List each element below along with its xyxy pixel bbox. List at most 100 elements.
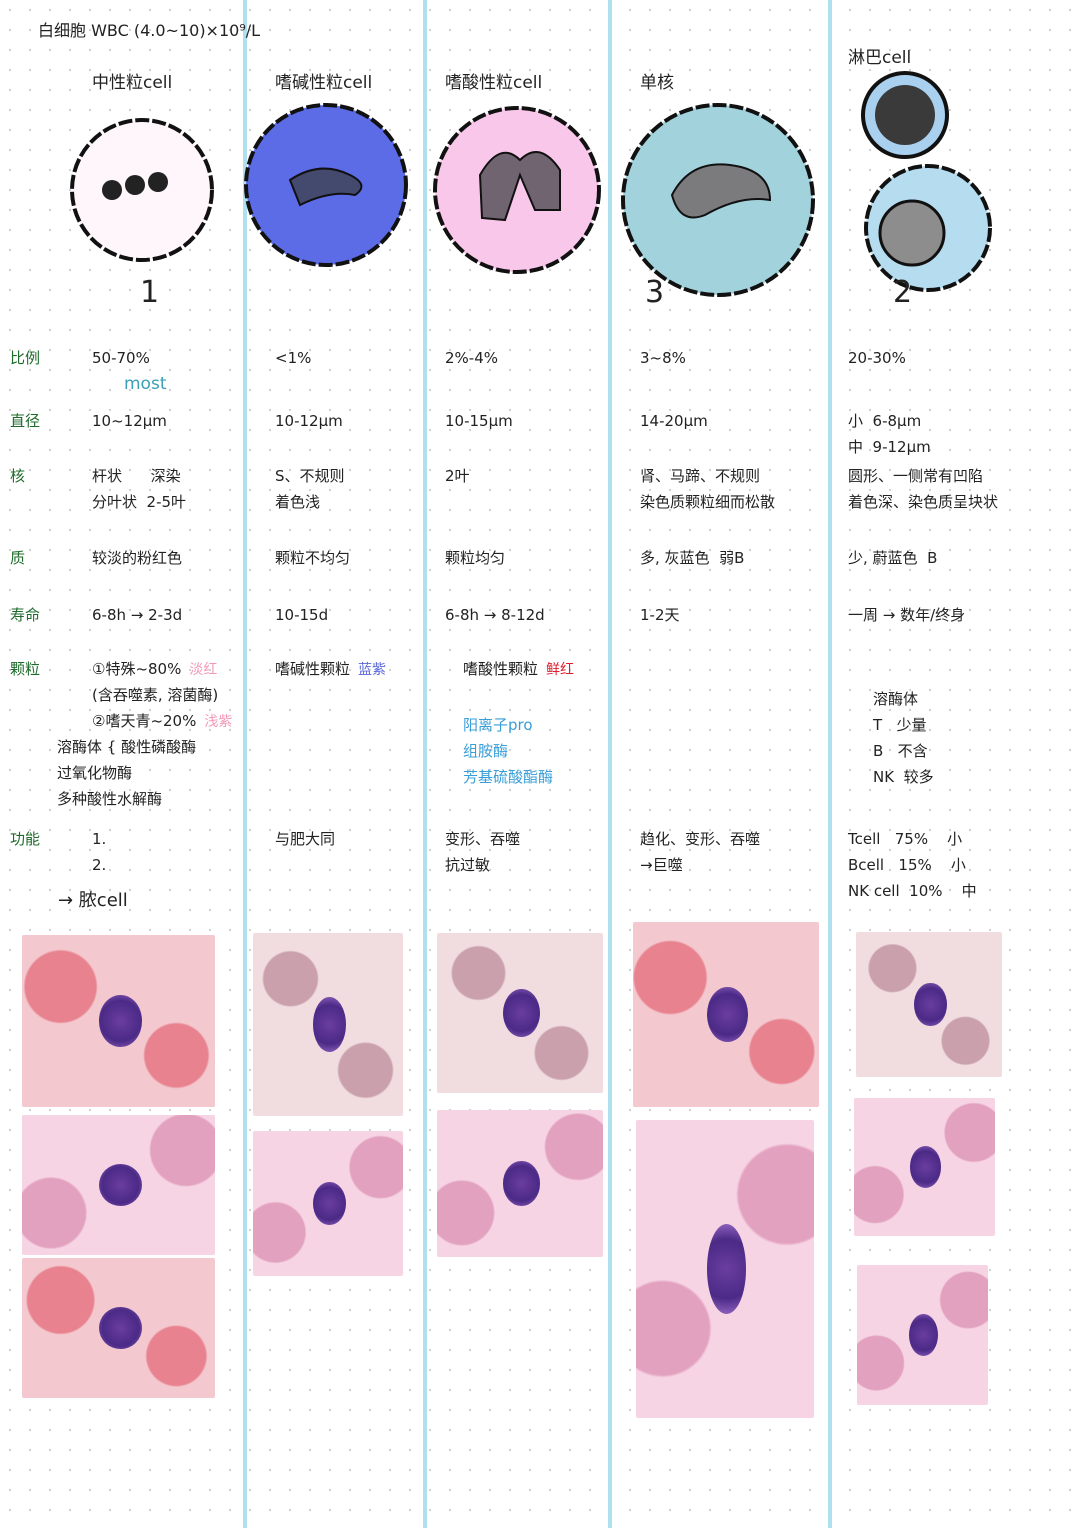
column-title: 嗜酸性粒cell — [445, 73, 543, 93]
granule-text: 阳离子pro — [463, 716, 533, 734]
nucleus-text: 肾、马蹄、不规则 — [640, 467, 761, 485]
cytoplasm-text: 颗粒均匀 — [445, 549, 506, 567]
ratio-text: 20-30% — [848, 349, 906, 367]
row-label: 比例 — [10, 349, 41, 367]
granule-line: 组胺酶 — [463, 738, 508, 764]
basophil-nucleus — [288, 167, 363, 207]
lifespan-text: 6-8h → 8-12d — [445, 606, 545, 624]
ratio-text: <1% — [275, 349, 312, 367]
granule-line: 多种酸性水解酶 — [57, 786, 162, 812]
nucleus-text: 2叶 — [445, 467, 470, 485]
lymphocyte-large-nucleus — [878, 199, 946, 267]
ratio-text: 2%-4% — [445, 349, 499, 367]
granule-text: NK 较多 — [873, 768, 934, 786]
granule-line: 芳基硫酸酯酶 — [463, 764, 553, 790]
diameter-text: 10-12μm — [275, 412, 343, 430]
function-text: NK cell 10% 中 — [848, 882, 977, 900]
note: → 脓cell — [58, 890, 128, 911]
granule-text: ②嗜天青~20% — [92, 712, 197, 730]
granule-text: (含吞噬素, 溶菌酶) — [92, 686, 219, 704]
column-divider — [243, 0, 247, 1528]
granule-line: NK 较多 — [873, 764, 934, 790]
function-text: 趋化、变形、吞噬 — [640, 830, 761, 848]
nucleus-text: 着色深、染色质呈块状 — [848, 493, 999, 511]
granule-line: 阳离子pro — [463, 712, 533, 738]
granule-line: ①特殊~80% 淡红 — [92, 656, 217, 683]
eosinophil-drawing — [433, 106, 601, 274]
granule-line: 溶酶体 { 酸性磷酸酶 — [57, 734, 196, 760]
lifespan-text: 6-8h → 2-3d — [92, 606, 183, 624]
function-text: 1. — [92, 830, 107, 848]
granule-text: T 少量 — [873, 716, 927, 734]
color-note: 浅紫 — [204, 714, 233, 730]
micrograph — [253, 933, 403, 1116]
cytoplasm-text: 多, 灰蓝色 弱B — [640, 549, 745, 567]
micrograph — [253, 1131, 403, 1276]
granule-text: B 不含 — [873, 742, 928, 760]
column-divider — [608, 0, 612, 1528]
nucleus-text: 圆形、一侧常有凹陷 — [848, 467, 984, 485]
column-title: 淋巴cell — [848, 48, 912, 68]
neutrophil-nucleus — [102, 172, 168, 200]
cell-number: 2 — [893, 275, 913, 310]
granule-line: 嗜酸性颗粒 鲜红 — [463, 656, 574, 683]
function-text: 与肥大同 — [275, 830, 336, 848]
granule-line: 过氧化物酶 — [57, 760, 132, 786]
granule-text: 组胺酶 — [463, 742, 509, 760]
lifespan-text: 一周 → 数年/终身 — [848, 606, 966, 624]
micrograph — [437, 1110, 603, 1257]
micrograph — [22, 1258, 215, 1398]
nucleus-text: 杆状 深染 — [92, 467, 181, 485]
function-text: 抗过敏 — [445, 856, 491, 874]
column-divider — [423, 0, 427, 1528]
lymphocyte-small-nucleus — [875, 85, 935, 145]
diameter-text: 中 9-12μm — [848, 438, 931, 456]
page-title: 白细胞 WBC (4.0~10)×10⁹/L — [38, 21, 261, 40]
color-note: 鲜红 — [546, 662, 575, 678]
nucleus-text: 分叶状 2-5叶 — [92, 493, 187, 511]
column-title: 嗜碱性粒cell — [275, 73, 373, 93]
granule-text: 嗜碱性颗粒 — [275, 660, 351, 678]
nucleus-text: 染色质颗粒细而松散 — [640, 493, 776, 511]
eosinophil-nucleus — [478, 151, 561, 222]
micrograph — [857, 1265, 988, 1405]
cytoplasm-text: 颗粒不均匀 — [275, 549, 351, 567]
diameter-text: 14-20μm — [640, 412, 708, 430]
function-text: 2. — [92, 856, 107, 874]
granule-text: ①特殊~80% — [92, 660, 182, 678]
nucleus-text: 着色浅 — [275, 493, 321, 511]
granule-text: 过氧化物酶 — [57, 764, 133, 782]
monocyte-nucleus — [670, 163, 772, 219]
color-note: 蓝紫 — [358, 662, 387, 678]
granule-line: 嗜碱性颗粒 蓝紫 — [275, 656, 386, 683]
row-label: 寿命 — [10, 606, 41, 624]
micrograph — [633, 922, 819, 1107]
row-label: 质 — [10, 549, 26, 567]
granule-line: ②嗜天青~20% 浅紫 — [92, 708, 232, 735]
granule-text: 溶酶体 — [873, 690, 919, 708]
cell-number: 1 — [140, 275, 160, 310]
granule-text: 芳基硫酸酯酶 — [463, 768, 554, 786]
column-divider — [828, 0, 832, 1528]
ratio-text: 50-70% — [92, 349, 150, 367]
diameter-text: 10-15μm — [445, 412, 513, 430]
row-label: 功能 — [10, 830, 41, 848]
cytoplasm-text: 少, 蔚蓝色 B — [848, 549, 938, 567]
micrograph — [437, 933, 603, 1093]
micrograph — [636, 1120, 814, 1418]
cell-drawings — [70, 71, 992, 297]
micrograph — [22, 935, 215, 1107]
granule-text: 多种酸性水解酶 — [57, 790, 163, 808]
row-label: 直径 — [10, 412, 41, 430]
color-note: 淡红 — [189, 662, 218, 678]
lifespan-text: 10-15d — [275, 606, 329, 624]
function-text: Bcell 15% 小 — [848, 856, 966, 874]
cytoplasm-text: 较淡的粉红色 — [92, 549, 183, 567]
row-label: 核 — [10, 467, 26, 485]
micrograph — [854, 1098, 995, 1236]
granule-text: 嗜酸性颗粒 — [463, 660, 539, 678]
micrograph — [22, 1115, 215, 1255]
micrograph — [856, 932, 1002, 1077]
granule-line: T 少量 — [873, 712, 926, 738]
